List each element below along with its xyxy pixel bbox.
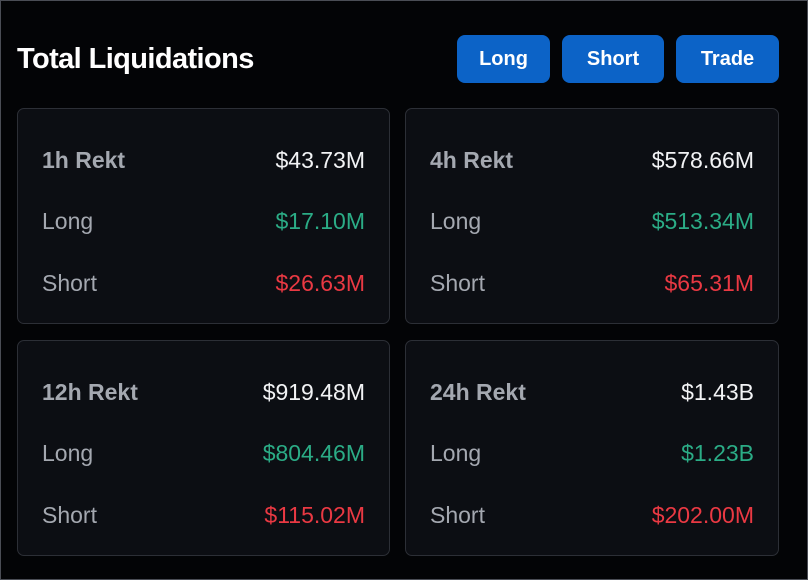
period-label: 12h Rekt bbox=[42, 378, 138, 405]
long-row: Long $1.23B bbox=[430, 438, 754, 468]
long-row: Long $513.34M bbox=[430, 206, 754, 236]
short-value: $202.00M bbox=[651, 501, 754, 528]
long-value: $513.34M bbox=[651, 207, 754, 234]
period-label: 24h Rekt bbox=[430, 378, 526, 405]
total-row: 24h Rekt $1.43B bbox=[430, 377, 754, 407]
short-row: Short $115.02M bbox=[42, 500, 365, 530]
long-label: Long bbox=[42, 439, 94, 466]
total-value: $43.73M bbox=[275, 146, 365, 173]
page-title: Total Liquidations bbox=[17, 43, 254, 75]
long-value: $17.10M bbox=[275, 207, 365, 234]
card-1h-rekt: 1h Rekt $43.73M Long $17.10M Short $26.6… bbox=[17, 108, 390, 324]
period-label: 4h Rekt bbox=[430, 146, 514, 173]
short-value: $65.31M bbox=[664, 269, 754, 296]
short-label: Short bbox=[42, 501, 97, 528]
total-value: $919.48M bbox=[262, 378, 365, 405]
short-row: Short $65.31M bbox=[430, 268, 754, 298]
short-label: Short bbox=[430, 269, 485, 296]
short-row: Short $26.63M bbox=[42, 268, 365, 298]
long-row: Long $804.46M bbox=[42, 438, 365, 468]
card-24h-rekt: 24h Rekt $1.43B Long $1.23B Short $202.0… bbox=[405, 340, 779, 556]
short-value: $115.02M bbox=[264, 501, 365, 528]
short-value: $26.63M bbox=[275, 269, 365, 296]
long-row: Long $17.10M bbox=[42, 206, 365, 236]
short-label: Short bbox=[430, 501, 485, 528]
total-value: $578.66M bbox=[651, 146, 754, 173]
long-value: $804.46M bbox=[262, 439, 365, 466]
long-value: $1.23B bbox=[681, 439, 754, 466]
long-label: Long bbox=[430, 439, 482, 466]
total-row: 12h Rekt $919.48M bbox=[42, 377, 365, 407]
long-button[interactable]: Long bbox=[457, 35, 550, 83]
long-label: Long bbox=[42, 207, 94, 234]
card-12h-rekt: 12h Rekt $919.48M Long $804.46M Short $1… bbox=[17, 340, 390, 556]
total-value: $1.43B bbox=[681, 378, 754, 405]
short-row: Short $202.00M bbox=[430, 500, 754, 530]
period-label: 1h Rekt bbox=[42, 146, 126, 173]
trade-button[interactable]: Trade bbox=[676, 35, 779, 83]
short-button[interactable]: Short bbox=[562, 35, 664, 83]
total-row: 1h Rekt $43.73M bbox=[42, 145, 365, 175]
total-row: 4h Rekt $578.66M bbox=[430, 145, 754, 175]
card-4h-rekt: 4h Rekt $578.66M Long $513.34M Short $65… bbox=[405, 108, 779, 324]
short-label: Short bbox=[42, 269, 97, 296]
long-label: Long bbox=[430, 207, 482, 234]
